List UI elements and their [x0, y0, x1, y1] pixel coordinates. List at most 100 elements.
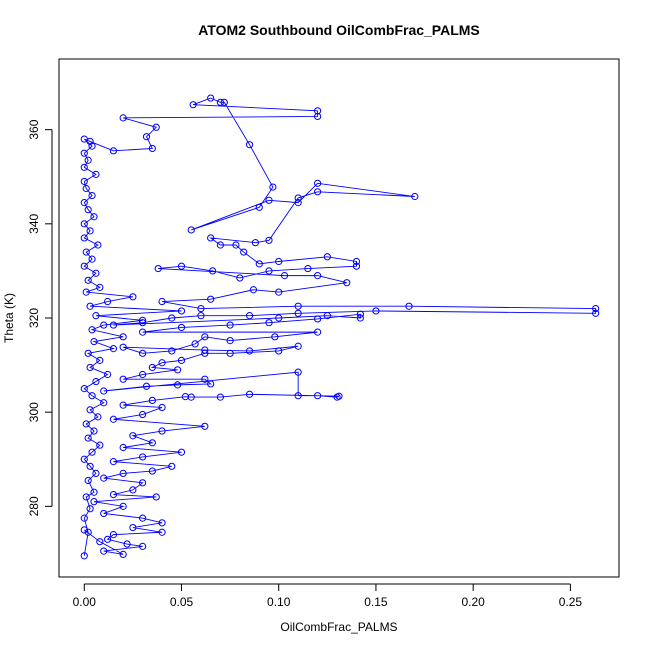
data-point [142, 133, 151, 141]
data-point [139, 453, 147, 461]
data-point [80, 385, 88, 393]
data-point [372, 307, 380, 315]
data-point [269, 183, 277, 191]
data-point [109, 345, 118, 353]
y-axis: 280 300 320 340 360 [27, 119, 53, 516]
data-point [86, 227, 94, 235]
data-point [226, 349, 234, 357]
data-point [249, 286, 258, 294]
data-point [92, 312, 100, 320]
data-point [96, 356, 104, 364]
data-point [280, 272, 289, 280]
data-point [84, 206, 92, 214]
data-point [90, 337, 98, 346]
data-point [119, 469, 127, 477]
data-point [86, 406, 94, 414]
data-point [245, 390, 254, 398]
data-point [104, 297, 112, 306]
chart-title: ATOM2 Southbound OilCombFrac_PALMS [198, 22, 480, 38]
data-point [80, 177, 88, 186]
data-point [100, 474, 108, 482]
data-point [201, 422, 209, 430]
data-point [265, 319, 273, 327]
data-point [275, 257, 283, 266]
data-point [314, 392, 322, 400]
data-point [154, 264, 162, 273]
data-point [82, 288, 90, 296]
data-point [240, 248, 248, 256]
data-point [88, 326, 96, 334]
y-tick-label: 280 [27, 496, 41, 516]
data-point [294, 302, 302, 310]
data-point [226, 337, 234, 345]
data-point [245, 141, 254, 149]
data-point [80, 135, 88, 143]
series-line [83, 97, 597, 556]
data-point [592, 304, 600, 313]
data-point [82, 248, 90, 256]
data-point [411, 192, 419, 201]
data-point [158, 519, 166, 527]
data-point [80, 234, 88, 242]
data-point [232, 241, 240, 249]
data-point [80, 220, 88, 228]
data-point [158, 427, 166, 435]
data-point [82, 493, 90, 501]
data-point [96, 441, 104, 449]
data-point [152, 123, 160, 131]
x-tick-label: 0.05 [170, 595, 194, 609]
y-tick-label: 300 [27, 402, 41, 422]
data-point [86, 302, 94, 310]
data-point [100, 547, 108, 555]
plot-frame [58, 58, 620, 578]
data-point [255, 203, 263, 211]
data-point [158, 528, 166, 536]
series-points [80, 94, 600, 560]
data-point [168, 462, 176, 470]
data-point [323, 253, 331, 261]
data-point [265, 267, 273, 275]
x-tick-label: 0.25 [559, 595, 583, 609]
data-point [168, 347, 176, 355]
y-tick-label: 340 [27, 213, 41, 233]
data-point [314, 107, 322, 115]
data-point [207, 295, 215, 303]
data-point [197, 304, 205, 313]
data-point [129, 486, 137, 494]
data-point [86, 363, 94, 372]
data-point [90, 213, 98, 221]
data-point [80, 199, 88, 207]
data-point [82, 420, 90, 428]
data-point [119, 114, 127, 122]
data-point [189, 101, 197, 109]
data-point [251, 239, 259, 247]
data-point [80, 514, 88, 522]
data-point [80, 149, 88, 157]
data-point [96, 538, 104, 546]
data-point [139, 316, 147, 324]
data-point [294, 194, 302, 202]
x-tick-label: 0.15 [364, 595, 388, 609]
data-point [236, 274, 244, 282]
data-point [129, 523, 137, 532]
data-point [197, 312, 205, 320]
data-point [92, 170, 100, 178]
data-point [100, 399, 108, 407]
data-point [294, 309, 302, 317]
data-point [94, 413, 102, 421]
data-point [88, 191, 96, 200]
data-point [148, 439, 156, 447]
data-point [92, 269, 100, 277]
data-point [84, 276, 92, 284]
x-axis: 0.00 0.05 0.10 0.15 0.20 0.25 [73, 583, 583, 609]
data-point [216, 393, 224, 401]
data-point [201, 333, 209, 341]
data-point [245, 347, 254, 355]
data-point [129, 293, 137, 301]
data-point [294, 342, 302, 350]
data-point [294, 368, 302, 376]
x-tick-label: 0.20 [461, 595, 485, 609]
data-point [119, 375, 127, 383]
